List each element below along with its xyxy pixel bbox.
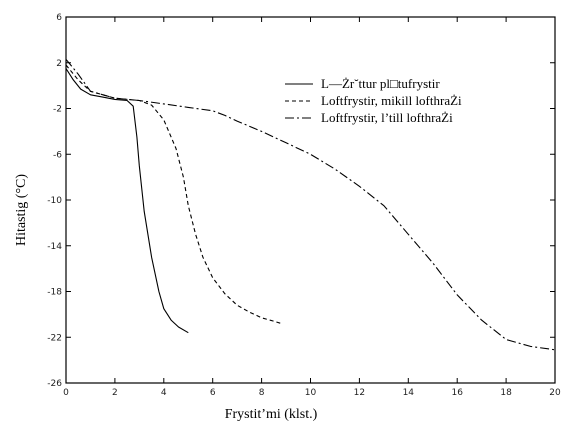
x-tick-label: 2 (112, 388, 118, 398)
x-tick-label: 10 (305, 388, 317, 398)
series-line-1 (65, 68, 189, 334)
legend-label-1: L—Żr˘ttur pl□tufrystir (321, 76, 440, 91)
y-tick-label: -10 (47, 196, 62, 206)
x-tick-label: 14 (403, 388, 415, 398)
x-tick-label: 4 (161, 388, 167, 398)
y-tick-label: -14 (47, 242, 62, 252)
x-tick-label: 20 (549, 388, 561, 398)
y-tick-label: -2 (53, 105, 62, 115)
y-tick-label: 6 (56, 13, 62, 23)
axis-ticks: 0 2 4 6 8 10 12 14 16 18 20 6 2 -2 -6 -10 -14 -18 -22 -26 (47, 13, 561, 398)
x-tick-label: 8 (259, 388, 265, 398)
y-tick-label: -18 (47, 288, 62, 298)
plot-frame (65, 16, 556, 384)
series-lines (65, 58, 556, 351)
x-tick-label: 12 (354, 388, 365, 398)
series-line-3 (65, 58, 556, 351)
y-axis-title: Hitastig (°C) (14, 174, 29, 246)
y-tick-label: -22 (47, 333, 62, 343)
x-tick-label: 0 (63, 388, 69, 398)
x-axis-title: Frystit’mi (klst.) (225, 407, 318, 422)
x-tick-label: 6 (210, 388, 216, 398)
y-tick-label: 2 (56, 59, 62, 69)
legend-label-3: Loftfrystir, l’till lofthraŻi (321, 110, 453, 125)
legend: L—Żr˘ttur pl□tufrystir Loftfrystir, mikil… (285, 76, 462, 125)
x-tick-label: 18 (500, 388, 512, 398)
legend-label-2: Loftfrystir, mikill lofthraŻi (321, 93, 462, 108)
y-tick-label: -26 (47, 379, 62, 389)
series-line-2 (65, 64, 282, 325)
y-tick-label: -6 (53, 150, 62, 160)
x-tick-label: 16 (451, 388, 463, 398)
